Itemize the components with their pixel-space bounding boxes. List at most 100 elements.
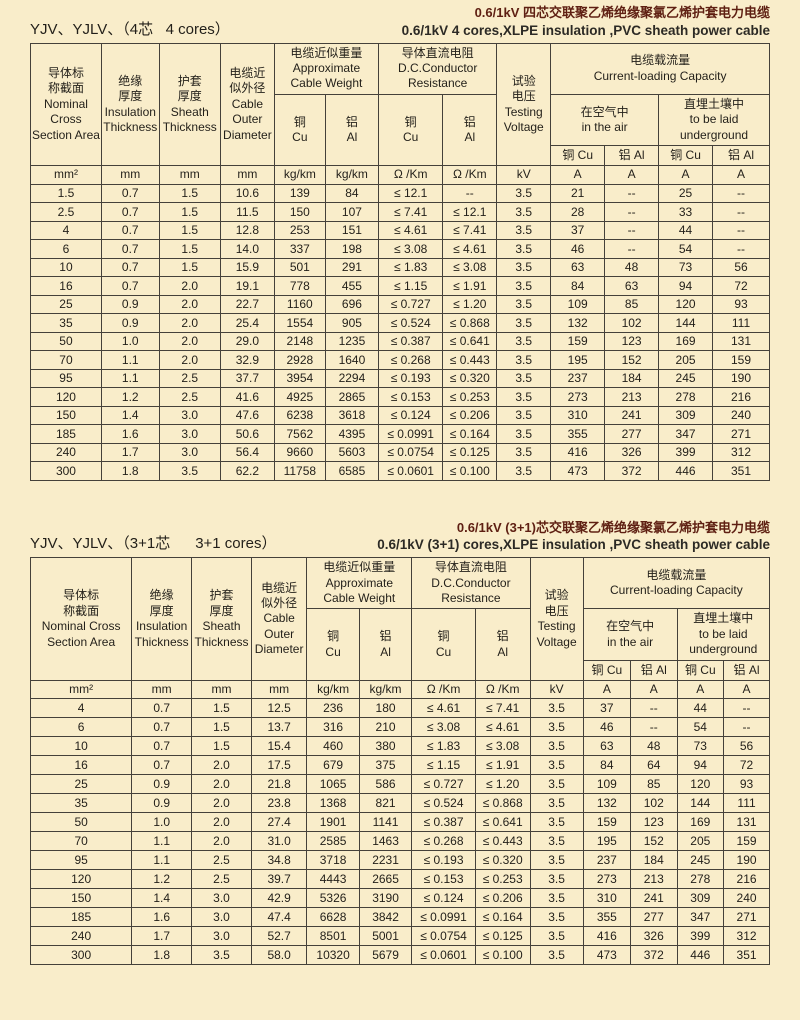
table-cell: ≤ 1.83 bbox=[378, 257, 444, 278]
unit-cell: A bbox=[676, 679, 725, 700]
table-cell: 291 bbox=[324, 257, 380, 278]
table-cell: ≤ 0.100 bbox=[474, 945, 531, 966]
table-cell: 23.8 bbox=[250, 793, 308, 814]
col-nominal-cross-section: 导体标 称截面 Nominal Cross Section Area bbox=[29, 557, 133, 681]
table-cell: ≤ 0.524 bbox=[411, 793, 476, 814]
table-cell: 240 bbox=[712, 405, 770, 426]
table-cell: 3190 bbox=[358, 888, 413, 909]
table-cell: 1463 bbox=[358, 831, 413, 852]
colgroup-underground: 直埋土壤中 to be laid underground bbox=[658, 93, 770, 146]
table-cell: ≤ 0.153 bbox=[411, 869, 476, 890]
table-cell: ≤ 0.868 bbox=[474, 793, 531, 814]
table-cell: ≤ 0.0601 bbox=[411, 945, 476, 966]
spec-table-4core-body: 1.5 0.7 1.5 10.6 139 84 ≤ 12.1 -- 3.5 21 -- 25 -- 2.5… bbox=[30, 183, 770, 481]
table-cell: 696 bbox=[324, 294, 380, 315]
table-cell: 3842 bbox=[358, 907, 413, 928]
unit-cell: A bbox=[604, 165, 660, 185]
table-cell: 12.8 bbox=[219, 220, 275, 241]
table-cell: ≤ 0.0754 bbox=[411, 926, 476, 947]
table-cell: 3.5 bbox=[529, 831, 584, 852]
table-cell: 48 bbox=[629, 736, 678, 757]
table-cell: 3.5 bbox=[158, 461, 221, 481]
table-cell: 3.0 bbox=[191, 907, 252, 928]
table-cell: 1.5 bbox=[191, 717, 252, 738]
table-cell: 21.8 bbox=[250, 774, 308, 795]
table-cell: -- bbox=[712, 183, 770, 204]
table-row: 6 0.7 1.5 14.0 337 198 ≤ 3.08 ≤ 4.61 3.5 46 -- 54 -- bbox=[30, 239, 770, 259]
table-cell: 159 bbox=[582, 812, 631, 833]
table-cell: 2665 bbox=[358, 869, 413, 890]
table-row: 10 0.7 1.5 15.9 501 291 ≤ 1.83 ≤ 3.08 3.5 63 48 73 5… bbox=[30, 257, 770, 278]
table-cell: 3.5 bbox=[496, 387, 552, 407]
section-4core-header: YJV、YJLV、（4芯 4 cores） 0.6/1kV 四芯交联聚乙烯绝缘聚… bbox=[30, 4, 770, 40]
table-cell: 93 bbox=[723, 774, 770, 795]
unit-cell: Ω /Km bbox=[474, 679, 531, 700]
table-cell: 159 bbox=[712, 350, 770, 370]
table-cell: ≤ 0.868 bbox=[442, 313, 498, 333]
table-cell: 213 bbox=[604, 387, 660, 407]
table-cell: ≤ 7.41 bbox=[474, 698, 531, 719]
table-cell: 2231 bbox=[358, 850, 413, 871]
table-cell: 372 bbox=[604, 461, 660, 481]
table-cell: 31.0 bbox=[250, 831, 308, 852]
table-cell: 35 bbox=[29, 793, 133, 814]
table-cell: -- bbox=[629, 717, 678, 738]
table-cell: ≤ 0.193 bbox=[411, 850, 476, 871]
table-cell: 2.0 bbox=[191, 755, 252, 776]
table-cell: 12.5 bbox=[250, 698, 308, 719]
table-cell: 399 bbox=[658, 442, 713, 463]
table-cell: 2.0 bbox=[158, 313, 221, 333]
table-cell: -- bbox=[604, 239, 660, 259]
col-weight-cu: 铜 Cu bbox=[273, 93, 326, 167]
table-cell: 4395 bbox=[324, 424, 380, 444]
table-cell: 0.7 bbox=[100, 257, 160, 278]
table-cell: 52.7 bbox=[250, 926, 308, 947]
table-cell: 25 bbox=[30, 294, 102, 315]
table-cell: ≤ 0.524 bbox=[378, 313, 444, 333]
table-cell: ≤ 0.124 bbox=[411, 888, 476, 909]
table-cell: 41.6 bbox=[219, 387, 275, 407]
table-cell: 120 bbox=[29, 869, 133, 890]
table-cell: 185 bbox=[29, 907, 133, 928]
table-cell: 240 bbox=[723, 888, 770, 909]
table-cell: -- bbox=[712, 202, 770, 222]
table-cell: 44 bbox=[676, 698, 725, 719]
table-cell: 205 bbox=[676, 831, 725, 852]
table-cell: 4 bbox=[29, 698, 133, 719]
table-cell: 1235 bbox=[324, 331, 380, 352]
table-cell: 109 bbox=[582, 774, 631, 795]
unit-cell: kV bbox=[529, 679, 584, 700]
table-cell: 3.5 bbox=[529, 793, 584, 814]
table-cell: 144 bbox=[658, 313, 713, 333]
table-cell: -- bbox=[712, 239, 770, 259]
table-cell: 0.7 bbox=[100, 276, 160, 296]
table-cell: 9660 bbox=[273, 442, 326, 463]
table-row: 120 1.2 2.5 39.7 4443 2665 ≤ 0.153 ≤ 0.253 3.5 27… bbox=[29, 869, 770, 890]
table-cell: 109 bbox=[550, 294, 606, 315]
table-cell: 13.7 bbox=[250, 717, 308, 738]
table-cell: 10.6 bbox=[219, 183, 275, 204]
table-cell: 3.5 bbox=[496, 405, 552, 426]
table-cell: 5001 bbox=[358, 926, 413, 947]
table-cell: 2148 bbox=[273, 331, 326, 352]
table-cell: 312 bbox=[712, 442, 770, 463]
table-cell: 273 bbox=[582, 869, 631, 890]
table-cell: ≤ 0.0601 bbox=[378, 461, 444, 481]
table-cell: 169 bbox=[658, 331, 713, 352]
table-cell: 27.4 bbox=[250, 812, 308, 833]
table-cell: 132 bbox=[582, 793, 631, 814]
table-cell: 905 bbox=[324, 313, 380, 333]
table-cell: 316 bbox=[306, 717, 360, 738]
table-cell: 399 bbox=[676, 926, 725, 947]
table-cell: -- bbox=[712, 220, 770, 241]
table-cell: 1141 bbox=[358, 812, 413, 833]
unit-cell: mm bbox=[191, 679, 252, 700]
units-row: mm² mm mm mm kg/km kg/km Ω /Km Ω /Km kV … bbox=[29, 679, 770, 700]
table-cell: 1.4 bbox=[131, 888, 193, 909]
table-cell: 1640 bbox=[324, 350, 380, 370]
table-cell: 2.5 bbox=[158, 387, 221, 407]
table-cell: 3.5 bbox=[496, 368, 552, 389]
table-cell: 198 bbox=[324, 239, 380, 259]
table-cell: 446 bbox=[676, 945, 725, 966]
table-cell: 190 bbox=[723, 850, 770, 871]
